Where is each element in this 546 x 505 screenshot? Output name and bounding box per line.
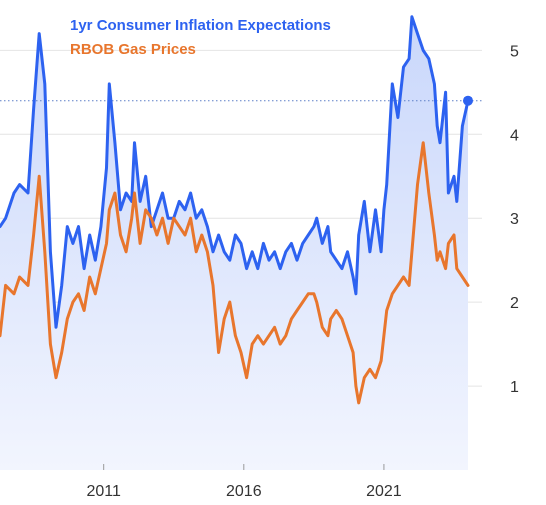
y-tick-label-4: 4 [510, 127, 519, 144]
axes: 1 2 3 4 5 2011 2016 2021 [86, 43, 519, 500]
x-tick-label-2011: 2011 [86, 483, 121, 500]
y-tick-label-3: 3 [510, 211, 519, 228]
x-tick-label-2016: 2016 [226, 483, 262, 500]
series-lines [0, 15, 470, 405]
legend: 1yr Consumer Inflation Expectations RBOB… [70, 14, 331, 62]
series-markers [462, 95, 473, 106]
legend-item-gas: RBOB Gas Prices [70, 41, 196, 58]
x-tick-label-2021: 2021 [366, 483, 402, 500]
legend-item-inflation: 1yr Consumer Inflation Expectations [70, 17, 331, 34]
series-line-gas [0, 141, 470, 405]
y-tick-label-2: 2 [510, 295, 519, 312]
y-tick-label-5: 5 [510, 43, 519, 60]
series-line-inflation [0, 15, 470, 329]
y-tick-label-1: 1 [510, 379, 519, 396]
end-marker-inflation [462, 95, 473, 106]
